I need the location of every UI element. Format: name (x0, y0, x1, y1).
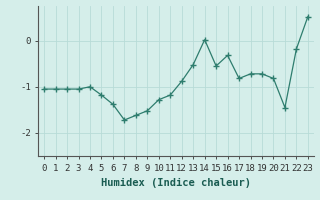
X-axis label: Humidex (Indice chaleur): Humidex (Indice chaleur) (101, 178, 251, 188)
